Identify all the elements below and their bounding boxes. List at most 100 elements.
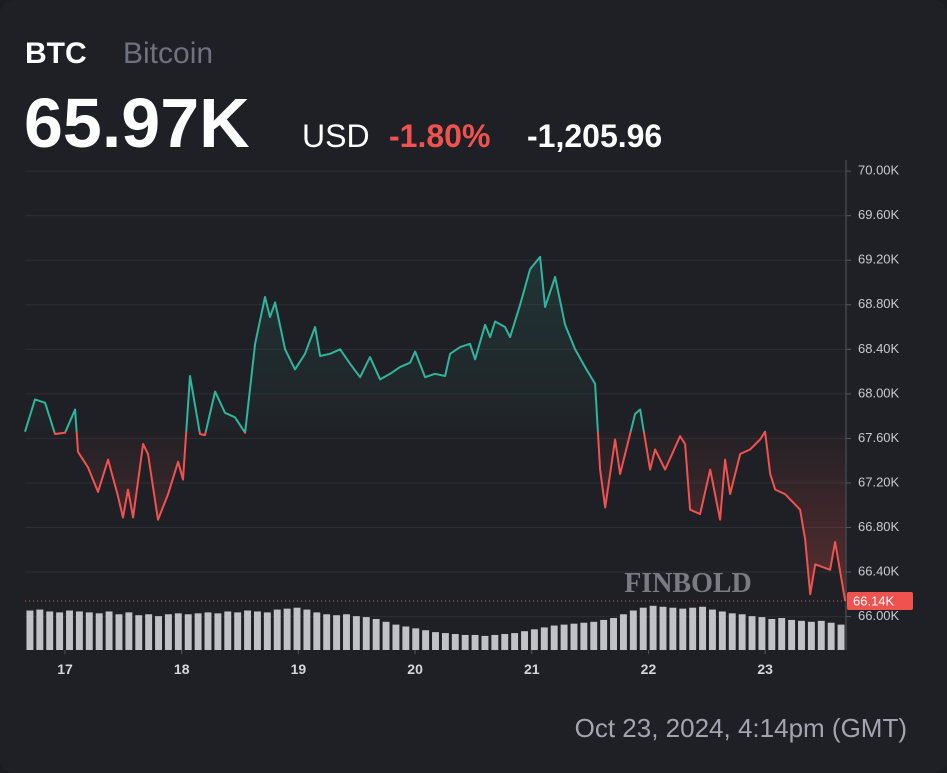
change-percent: -1.80%: [389, 118, 490, 154]
volume-bar: [95, 613, 103, 650]
volume-bar: [718, 611, 726, 650]
y-tick-label: 67.20K: [858, 474, 900, 489]
volume-bar: [174, 613, 182, 650]
last-price-tag: [847, 592, 913, 610]
volume-bar: [441, 633, 449, 650]
volume-bar: [194, 613, 202, 650]
x-tick-label: 23: [757, 661, 773, 677]
volume-bar: [530, 629, 538, 650]
volume-bar: [600, 619, 608, 650]
x-tick-label: 19: [291, 661, 307, 677]
price: 65.97K: [24, 84, 250, 162]
volume-bar: [699, 606, 707, 650]
volume-bar: [66, 610, 73, 650]
currency: USD: [302, 118, 370, 154]
y-tick-label: 68.80K: [858, 296, 900, 311]
volume-bar: [372, 618, 380, 650]
volume-bar: [798, 620, 805, 650]
volume-bar: [46, 611, 54, 650]
volume-bar: [323, 614, 331, 650]
volume-bar: [253, 611, 261, 650]
volume-bar: [422, 630, 430, 650]
volume-bar: [491, 634, 499, 650]
price-line: [24, 255, 847, 602]
volume-bar: [728, 613, 736, 650]
volume-bar: [204, 612, 212, 650]
volume-bar: [234, 612, 242, 650]
volume-bar: [352, 616, 360, 650]
y-tick-label: 66.00K: [858, 608, 900, 623]
x-tick-label: 21: [524, 661, 540, 677]
volume-bar: [105, 611, 113, 650]
y-tick-label: 69.60K: [858, 207, 900, 222]
volume-bar: [273, 609, 281, 650]
volume-bar: [362, 617, 370, 650]
change: -1,205.96: [527, 118, 662, 154]
volume-bar: [184, 614, 192, 650]
volume-bar: [382, 621, 390, 650]
y-tick-label: 66.80K: [858, 519, 900, 534]
plot: 66.00K 66.40K 66.80K 67.20K 67.60K 68.00K 68.4…: [24, 160, 913, 677]
volume-bar: [521, 631, 528, 650]
volume-bar: [580, 622, 588, 650]
volume-bar: [214, 613, 222, 650]
volume-bar: [501, 634, 509, 650]
asset-name: Bitcoin: [123, 37, 213, 70]
y-tick-label: 69.20K: [858, 252, 900, 267]
volume-bar: [659, 606, 667, 650]
timestamp: Oct 23, 2024, 4:14pm (GMT): [575, 713, 907, 743]
volume-bar: [709, 609, 716, 650]
volume-bar: [629, 610, 637, 650]
volume-bar: [511, 633, 519, 650]
volume-bar: [36, 609, 44, 650]
volume-bar: [827, 622, 835, 650]
volume-bar: [471, 634, 479, 650]
volume-bar: [461, 634, 469, 650]
volume-bar: [85, 612, 93, 650]
volume-bar: [550, 625, 558, 650]
volume-bar: [412, 628, 420, 650]
volume-bar: [56, 612, 64, 650]
volume-bar: [145, 614, 153, 650]
volume-bar: [610, 618, 618, 650]
volume-bar: [481, 635, 489, 650]
volume-bar: [649, 605, 657, 650]
volume-bar: [115, 614, 123, 650]
volume-bar: [125, 612, 133, 650]
volume-bar: [293, 607, 301, 650]
y-tick-label: 68.00K: [858, 385, 900, 400]
volume-bar: [837, 624, 845, 650]
volume-bar: [570, 623, 578, 650]
volume-bar: [560, 624, 568, 650]
y-tick-label: 68.40K: [858, 341, 900, 356]
volume-bar: [748, 616, 756, 650]
x-tick-label: 17: [57, 661, 73, 677]
volume-bar: [758, 617, 766, 650]
volume-bar: [402, 626, 410, 650]
volume-bar: [135, 615, 143, 650]
volume-bar: [738, 614, 746, 650]
volume-bar: [343, 614, 350, 650]
volume-bar: [669, 607, 677, 650]
volume-bar: [155, 616, 162, 650]
watermark: FINBOLD: [624, 568, 752, 599]
volume-bar: [224, 611, 232, 650]
volume-bar: [392, 624, 400, 650]
volume-bar: [768, 618, 776, 650]
volume-bar: [303, 609, 311, 650]
volume-bar: [244, 610, 252, 650]
y-tick-label: 66.40K: [858, 563, 900, 578]
volume-bar: [432, 632, 439, 650]
volume-bar: [26, 610, 34, 650]
volume-bar: [788, 619, 796, 650]
y-tick-label: 70.00K: [858, 163, 900, 178]
volume-bar: [333, 615, 341, 650]
y-tick-label: 67.60K: [858, 430, 900, 445]
x-tick-label: 22: [641, 661, 657, 677]
volume-bar: [639, 607, 647, 650]
volume-bar: [679, 608, 687, 650]
volume-bar: [619, 614, 627, 650]
volume-bar: [451, 634, 459, 650]
volume-bar: [263, 612, 271, 650]
